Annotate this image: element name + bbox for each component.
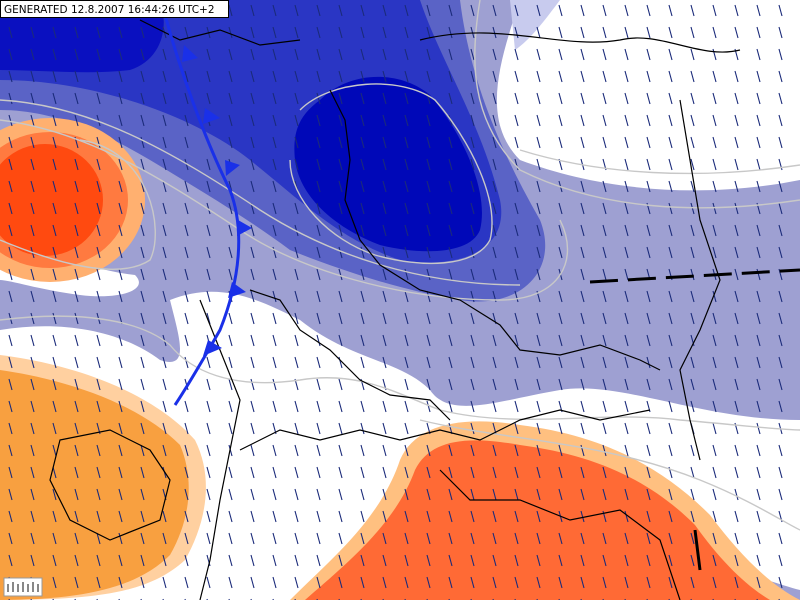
timestamp-box [0,0,229,18]
timestamp: GENERATED 12.8.2007 16:44:26 UTC+2 [4,4,215,16]
borders [49,19,741,600]
trough-line [589,268,800,284]
trough-line [693,529,702,571]
legend-icon [3,577,43,597]
cold-front [163,14,252,406]
contours [0,0,800,531]
